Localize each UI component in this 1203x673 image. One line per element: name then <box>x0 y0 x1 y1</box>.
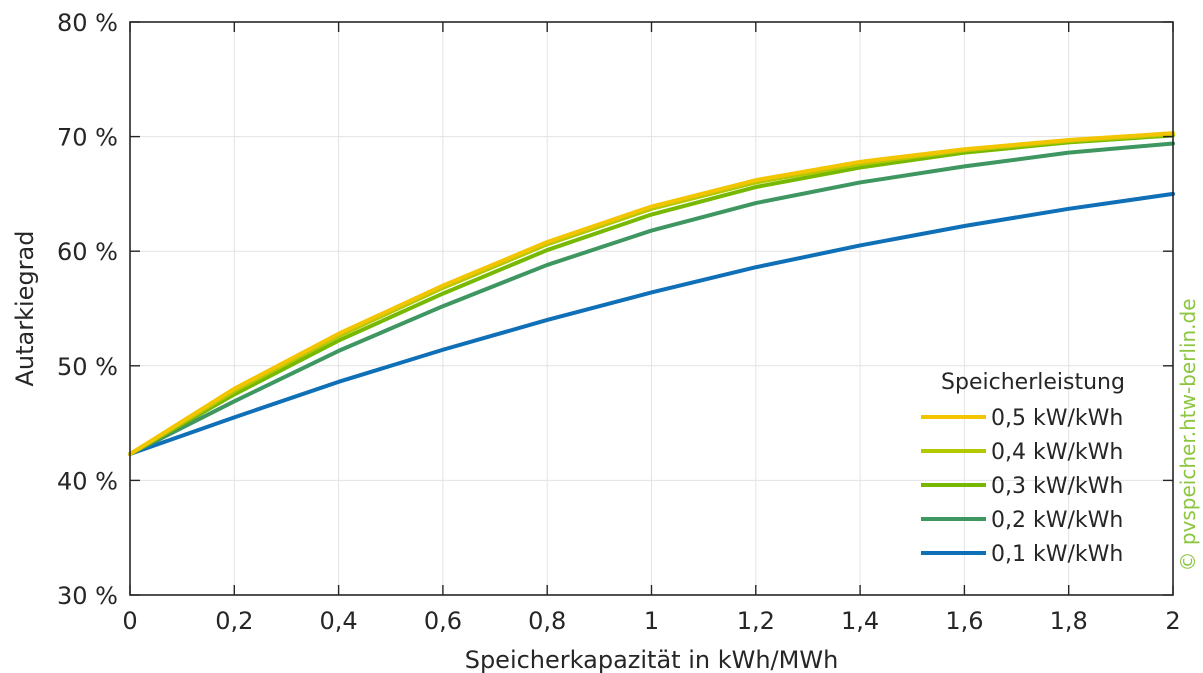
x-tick-label: 0,2 <box>215 607 253 635</box>
x-tick-label: 1,8 <box>1050 607 1088 635</box>
legend-label: 0,5 kW/kWh <box>991 406 1123 431</box>
y-tick-label: 40 % <box>57 467 118 495</box>
x-tick-label: 0 <box>122 607 137 635</box>
y-tick-label: 50 % <box>57 353 118 381</box>
y-tick-label: 70 % <box>57 124 118 152</box>
x-tick-label: 1,2 <box>737 607 775 635</box>
x-tick-label: 1,4 <box>841 607 879 635</box>
y-tick-label: 30 % <box>57 582 118 610</box>
y-axis-title: Autarkiegrad <box>11 231 39 387</box>
series-line <box>128 131 1175 457</box>
x-tick-label: 1 <box>644 607 659 635</box>
x-tick-label: 0,4 <box>320 607 358 635</box>
x-tick-label: 2 <box>1165 607 1180 635</box>
x-axis-title: Speicherkapazität in kWh/MWh <box>465 646 839 673</box>
legend-items: 0,5 kW/kWh 0,4 kW/kWh 0,3 kW/kWh 0,2 kW/kWh… <box>921 406 1123 567</box>
x-tick-labels: 0 0,2 0,4 0,6 0,8 1 1,2 1,4 1,6 1,8 2 <box>122 607 1180 635</box>
legend-title: Speicherleistung <box>941 370 1125 395</box>
axis-ticks <box>129 21 1174 596</box>
legend-label: 0,3 kW/kWh <box>991 474 1123 499</box>
watermark-text: © pvspeicher.htw-berlin.de <box>1176 298 1200 571</box>
y-tick-labels: 30 % 40 % 50 % 60 % 70 % 80 % <box>57 9 118 610</box>
legend-label: 0,1 kW/kWh <box>991 542 1123 567</box>
y-tick-label: 60 % <box>57 238 118 266</box>
x-tick-label: 0,8 <box>528 607 566 635</box>
legend-label: 0,2 kW/kWh <box>991 508 1123 533</box>
series-lines <box>128 131 1175 457</box>
legend: Speicherleistung 0,5 kW/kWh 0,4 kW/kWh 0,3… <box>921 370 1125 567</box>
x-tick-label: 1,6 <box>945 607 983 635</box>
series-line <box>128 191 1175 457</box>
y-tick-label: 80 % <box>57 9 118 37</box>
x-tick-label: 0,6 <box>424 607 462 635</box>
legend-label: 0,4 kW/kWh <box>991 440 1123 465</box>
series-line <box>128 141 1175 457</box>
